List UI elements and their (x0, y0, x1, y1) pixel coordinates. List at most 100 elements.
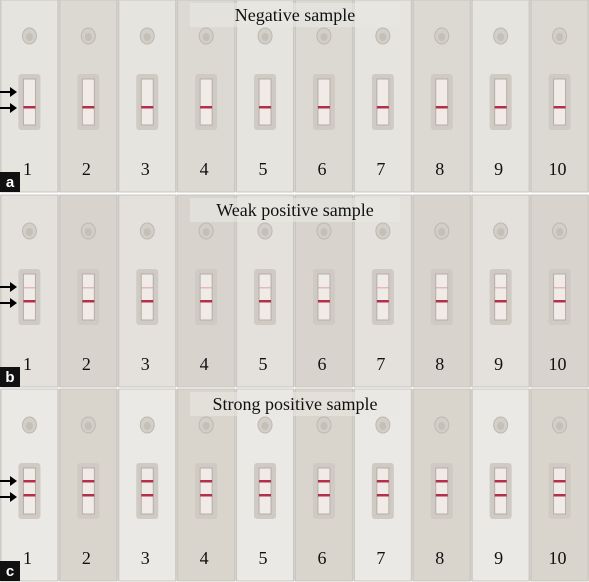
sample-well-inner (556, 228, 564, 236)
arrow-head (10, 492, 17, 502)
strip-number: 7 (376, 548, 385, 568)
control-line (376, 106, 389, 109)
control-line (200, 106, 213, 109)
result-window (376, 78, 390, 126)
test-line (553, 287, 566, 289)
arrow-head (10, 282, 17, 292)
control-line (82, 106, 95, 109)
strip-number: 2 (82, 354, 91, 374)
result-window (553, 467, 567, 515)
strip-number: 10 (549, 159, 567, 179)
sample-well-inner (143, 33, 151, 41)
panel-letter: b (5, 369, 14, 386)
control-line (376, 300, 389, 303)
test-line (317, 480, 330, 483)
control-line (82, 300, 95, 303)
title-background (190, 3, 400, 27)
result-window (494, 78, 508, 126)
control-line (494, 106, 507, 109)
strip-number: 10 (549, 548, 567, 568)
sample-well-inner (438, 33, 446, 41)
test-line (259, 480, 272, 483)
strip-number: 7 (376, 354, 385, 374)
result-window (317, 78, 331, 126)
test-line (435, 480, 448, 483)
test-line (82, 480, 95, 483)
control-line (376, 494, 389, 497)
strip-number: 2 (82, 159, 91, 179)
panel: 1 2 3 4 5 6 7 8 9 10 Negative sample a (0, 0, 589, 193)
control-line (317, 106, 330, 109)
sample-well-inner (556, 422, 564, 430)
sample-well-inner (84, 33, 92, 41)
strip-number: 8 (435, 548, 444, 568)
control-line (23, 300, 36, 303)
control-line (494, 494, 507, 497)
strip-number: 8 (435, 159, 444, 179)
sample-well-inner (379, 33, 387, 41)
sample-well-inner (143, 228, 151, 236)
result-window (376, 273, 390, 321)
sample-well-inner (438, 422, 446, 430)
arrow-head (10, 87, 17, 97)
control-line (259, 106, 272, 109)
control-line (435, 300, 448, 303)
panel: 1 2 3 4 5 6 7 8 9 10 Strong positive sample c (0, 388, 589, 582)
panel-title: Negative sample (235, 5, 355, 25)
panel-letter-box (0, 367, 20, 387)
strip-number: 6 (317, 354, 326, 374)
strip-number: 8 (435, 354, 444, 374)
strip-number: 10 (549, 354, 567, 374)
sample-well-inner (438, 228, 446, 236)
test-line (376, 480, 389, 483)
control-line (200, 494, 213, 497)
sample-well-inner (497, 33, 505, 41)
result-window (140, 467, 154, 515)
control-line (141, 106, 154, 109)
result-window (494, 273, 508, 321)
result-window (140, 273, 154, 321)
result-window (140, 78, 154, 126)
strip-number: 4 (200, 354, 209, 374)
test-line (553, 480, 566, 483)
panel-letter-box (0, 561, 20, 581)
result-window (199, 273, 213, 321)
result-window (376, 467, 390, 515)
control-line (259, 300, 272, 303)
control-line (553, 494, 566, 497)
control-line (141, 494, 154, 497)
control-line (317, 300, 330, 303)
control-line (553, 300, 566, 303)
result-window (494, 467, 508, 515)
sample-well-inner (379, 422, 387, 430)
sample-well-inner (556, 33, 564, 41)
result-window (553, 273, 567, 321)
sample-well-inner (379, 228, 387, 236)
test-strip (118, 194, 177, 388)
result-window (317, 467, 331, 515)
result-window (81, 78, 95, 126)
strip-number: 4 (200, 548, 209, 568)
result-window (81, 273, 95, 321)
sample-well-inner (202, 228, 210, 236)
test-line (435, 287, 448, 289)
test-line (200, 480, 213, 483)
test-line (141, 287, 154, 289)
test-line (317, 287, 330, 289)
arrow-head (10, 298, 17, 308)
test-line (376, 287, 389, 289)
test-line (23, 480, 36, 483)
strip-number: 4 (200, 159, 209, 179)
sample-well-inner (320, 228, 328, 236)
sample-well-inner (25, 228, 33, 236)
strip-number: 9 (494, 354, 503, 374)
result-window (22, 78, 36, 126)
strip-number: 9 (494, 159, 503, 179)
test-line (141, 480, 154, 483)
result-window (553, 78, 567, 126)
title-background (190, 198, 400, 222)
strip-number: 5 (259, 159, 268, 179)
result-window (435, 78, 449, 126)
sample-well-inner (261, 33, 269, 41)
